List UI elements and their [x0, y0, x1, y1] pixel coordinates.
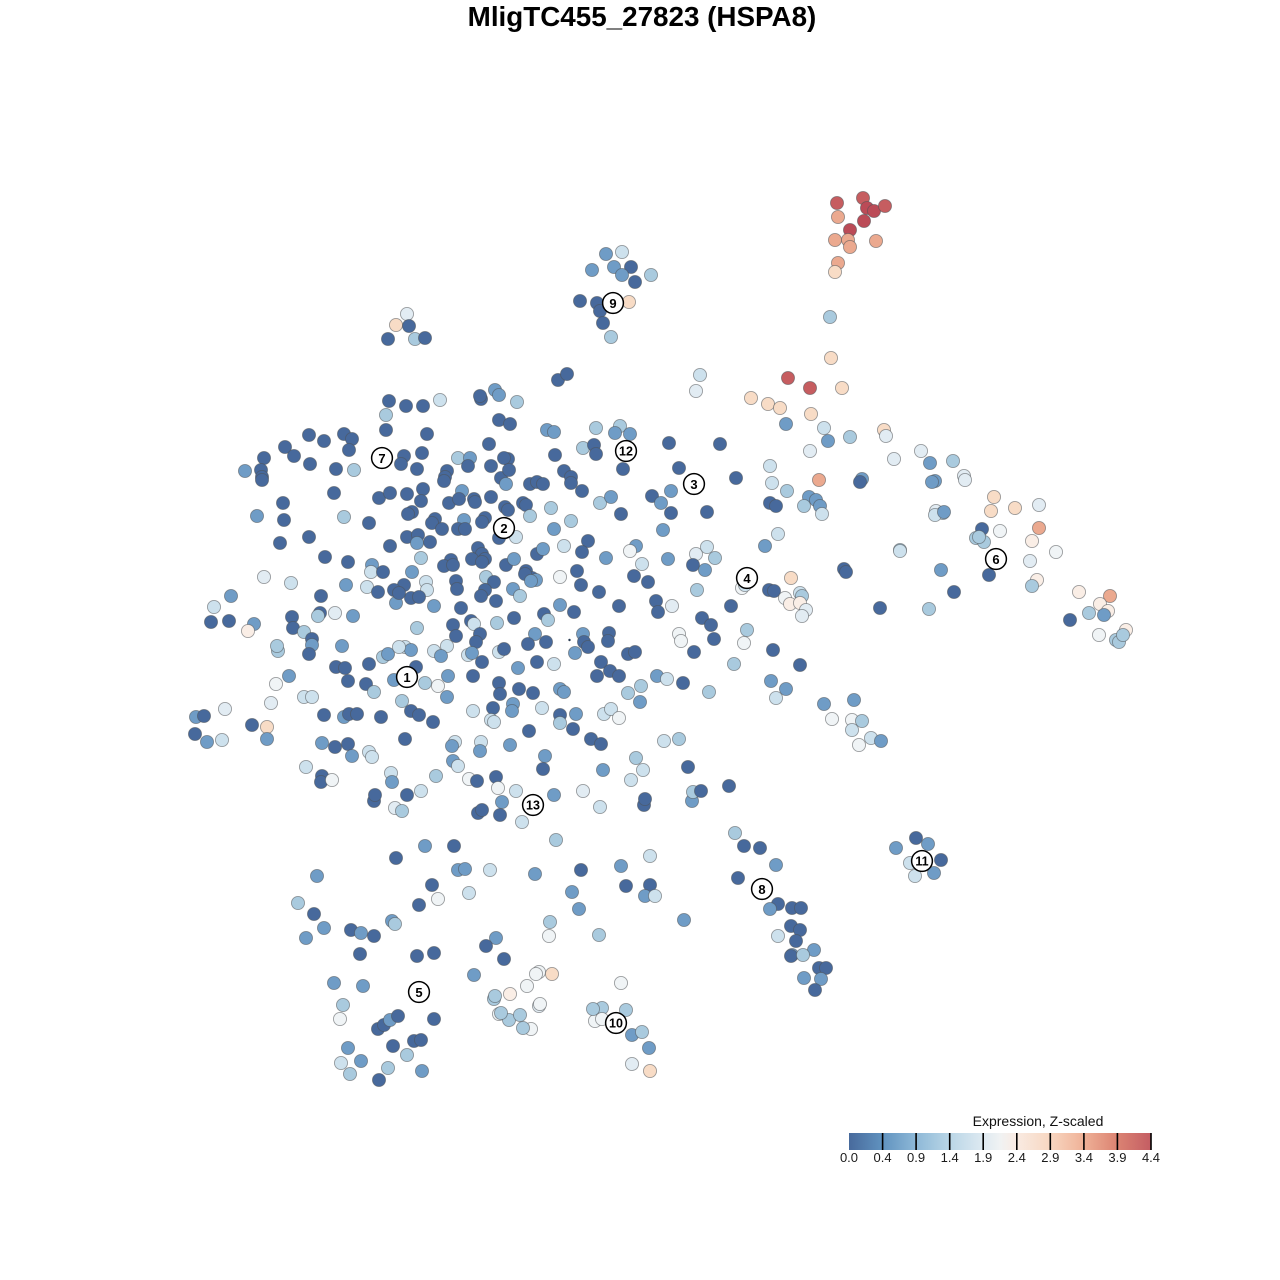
svg-text:0.0: 0.0 [840, 1150, 858, 1165]
svg-text:4: 4 [743, 571, 751, 586]
svg-text:MligTC455_27823 (HSPA8): MligTC455_27823 (HSPA8) [468, 1, 817, 32]
svg-text:Expression, Z-scaled: Expression, Z-scaled [973, 1113, 1104, 1129]
svg-text:2: 2 [500, 521, 507, 536]
svg-text:7: 7 [378, 451, 385, 466]
svg-text:6: 6 [992, 552, 999, 567]
svg-text:12: 12 [619, 445, 633, 459]
svg-text:5: 5 [415, 985, 422, 1000]
svg-text:0.4: 0.4 [874, 1150, 892, 1165]
svg-text:2.9: 2.9 [1041, 1150, 1059, 1165]
svg-text:1.4: 1.4 [941, 1150, 959, 1165]
svg-text:11: 11 [915, 855, 928, 869]
svg-text:2.4: 2.4 [1008, 1150, 1026, 1165]
svg-text:10: 10 [609, 1017, 623, 1031]
svg-text:4.4: 4.4 [1142, 1150, 1160, 1165]
svg-text:13: 13 [526, 799, 540, 813]
svg-text:8: 8 [758, 882, 765, 897]
svg-text:3: 3 [690, 477, 697, 492]
svg-text:0.9: 0.9 [907, 1150, 925, 1165]
svg-text:3.4: 3.4 [1075, 1150, 1093, 1165]
svg-text:9: 9 [609, 296, 616, 311]
svg-text:1: 1 [403, 670, 410, 685]
svg-text:1.9: 1.9 [974, 1150, 992, 1165]
svg-text:3.9: 3.9 [1108, 1150, 1126, 1165]
